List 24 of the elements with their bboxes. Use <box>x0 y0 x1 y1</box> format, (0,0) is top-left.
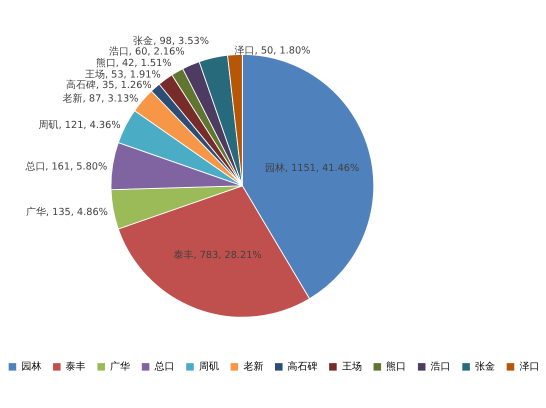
data-label: 周矶, 121, 4.36% <box>38 120 121 132</box>
data-label: 张金, 98, 3.53% <box>133 34 210 47</box>
legend-label: 周矶 <box>198 362 219 373</box>
data-label: 浩口, 60, 2.16% <box>108 46 185 58</box>
legend-label: 泰丰 <box>66 360 86 373</box>
legend-label: 熊口 <box>386 360 406 373</box>
data-label: 高石碑, 35, 1.26% <box>66 78 152 91</box>
data-label: 王场, 53, 1.91% <box>84 68 161 80</box>
data-label: 老新, 87, 3.13% <box>62 92 138 104</box>
legend-label: 张金 <box>474 360 495 373</box>
legend-label: 广华 <box>110 360 130 373</box>
data-label: 总口, 161, 5.80% <box>24 160 108 172</box>
legend-label: 总口 <box>153 360 174 373</box>
legend-label: 园林 <box>21 360 42 373</box>
data-label: 园林, 1151, 41.46% <box>264 162 360 174</box>
data-label: 泽口, 50, 1.80% <box>234 44 310 57</box>
legend-label: 老新 <box>243 360 264 373</box>
legend-label: 浩口 <box>430 360 451 373</box>
legend-label: 高石碑 <box>288 360 318 373</box>
data-label: 熊口, 42, 1.51% <box>96 57 172 70</box>
legend-label: 王场 <box>342 360 362 373</box>
data-label: 广华, 135, 4.86% <box>26 206 108 218</box>
legend-label: 泽口 <box>519 360 540 373</box>
data-label: 泰丰, 783, 28.21% <box>174 249 262 262</box>
